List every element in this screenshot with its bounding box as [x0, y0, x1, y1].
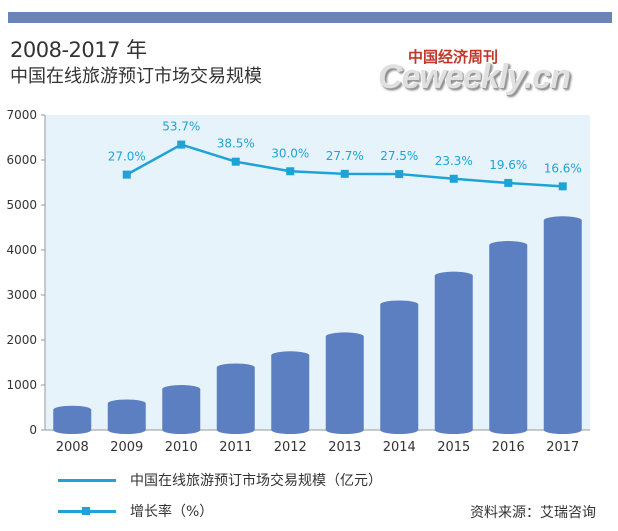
bar [380, 304, 419, 430]
bar-cap [434, 271, 473, 280]
bar-cap [380, 300, 419, 309]
x-tick-label: 2012 [274, 440, 307, 455]
growth-rate-marker [286, 167, 295, 176]
bar-cap [216, 363, 255, 372]
growth-rate-label: 27.7% [326, 149, 364, 163]
x-tick-label: 2014 [383, 440, 416, 455]
y-tick-label: 3000 [6, 288, 37, 302]
growth-rate-marker [340, 169, 349, 178]
y-tick-label: 6000 [6, 153, 37, 167]
x-tick-label: 2017 [546, 440, 579, 455]
y-tick-label: 0 [29, 423, 37, 437]
legend-marker-growth-rate [82, 507, 90, 515]
y-tick-label: 4000 [6, 243, 37, 257]
growth-rate-label: 16.6% [544, 161, 582, 175]
chart-title: 中国在线旅游预订市场交易规模 [10, 66, 262, 87]
growth-rate-label: 23.3% [435, 154, 473, 168]
growth-rate-marker [558, 182, 567, 191]
bar-cap [489, 241, 528, 250]
bar-cap [162, 385, 201, 394]
growth-rate-marker [504, 178, 513, 187]
bar-base [216, 426, 255, 434]
bar-cap [53, 405, 92, 414]
x-tick-label: 2011 [219, 440, 252, 455]
logo-chinese-text: 中国经济周刊 [408, 48, 499, 66]
bar [216, 367, 255, 430]
bar-cap [325, 332, 364, 341]
bar-base [325, 426, 364, 434]
bar-cap [543, 216, 582, 225]
title-accent-bar [8, 12, 612, 23]
bar [434, 275, 473, 430]
legend-label-market-size: 中国在线旅游预订市场交易规模（亿元） [130, 473, 382, 489]
bar-base [434, 426, 473, 434]
bar-base [543, 426, 582, 434]
bar [325, 336, 364, 430]
bar-base [107, 426, 146, 434]
x-tick-label: 2016 [492, 440, 525, 455]
bar-base [53, 426, 92, 434]
growth-rate-label: 30.0% [271, 146, 309, 160]
bar [489, 245, 528, 430]
growth-rate-marker [395, 170, 404, 179]
y-tick-label: 1000 [6, 378, 37, 392]
x-tick-label: 2013 [328, 440, 361, 455]
bar [107, 403, 146, 430]
growth-rate-label: 27.0% [108, 150, 146, 164]
x-tick-label: 2010 [165, 440, 198, 455]
growth-rate-label: 53.7% [162, 120, 200, 134]
growth-rate-marker [231, 157, 240, 166]
growth-rate-marker [449, 174, 458, 183]
bar-base [271, 426, 310, 434]
y-tick-label: 2000 [6, 333, 37, 347]
y-tick-label: 7000 [6, 108, 37, 122]
x-tick-label: 2008 [56, 440, 89, 455]
legend-line-market-size [58, 479, 116, 482]
ceweekly-logo: 中国经济周刊 Ceweekly.cn [378, 46, 578, 102]
bar [53, 409, 92, 430]
source-note: 资料来源：艾瑞咨询 [470, 505, 596, 521]
bar [271, 355, 310, 430]
chart-title-years: 2008-2017 年 [10, 38, 147, 62]
growth-rate-label: 27.5% [380, 149, 418, 163]
bar-cap [271, 351, 310, 360]
growth-rate-label: 19.6% [489, 158, 527, 172]
y-tick-label: 5000 [6, 198, 37, 212]
market-size-chart: 0 1000 2000 3000 4000 5000 6000 7000 2008 2009 201… [6, 108, 590, 455]
growth-rate-marker [177, 140, 186, 149]
bar-base [489, 426, 528, 434]
bar-cap [107, 399, 146, 408]
growth-rate-marker [122, 170, 131, 179]
x-tick-label: 2009 [110, 440, 143, 455]
x-tick-label: 2015 [437, 440, 470, 455]
bar [543, 220, 582, 430]
logo-english-text: Ceweekly.cn [378, 58, 571, 96]
legend-label-growth-rate: 增长率（%） [130, 504, 214, 520]
bar-base [162, 426, 201, 434]
bar [162, 389, 201, 430]
growth-rate-label: 38.5% [217, 137, 255, 151]
bar-base [380, 426, 419, 434]
